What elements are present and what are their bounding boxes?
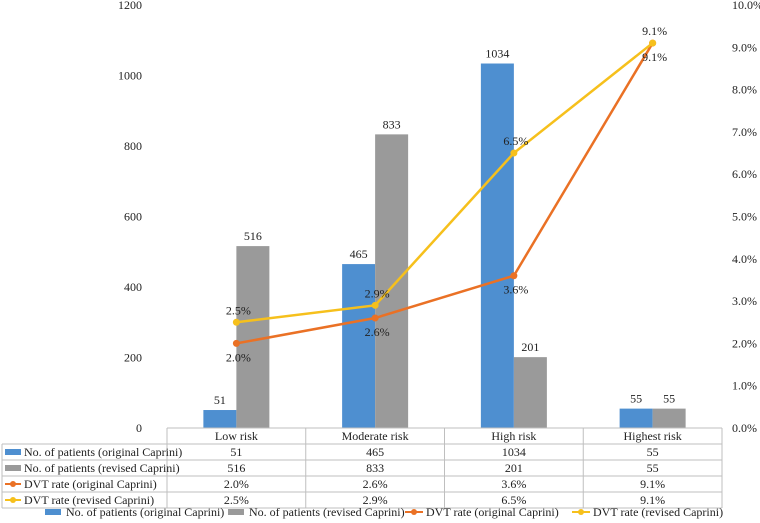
line-data-label: 9.1%: [642, 50, 667, 64]
y-right-tick-label: 6.0%: [732, 167, 757, 181]
table-cell: 2.0%: [224, 477, 249, 491]
table-cell: 6.5%: [501, 493, 526, 507]
bar-revised: [236, 246, 270, 428]
y-left-tick-label: 600: [124, 210, 142, 224]
y-left-tick-label: 800: [124, 139, 142, 153]
line-point: [649, 39, 657, 47]
line-data-label: 9.1%: [642, 24, 667, 38]
table-cell: 2.5%: [224, 493, 249, 507]
bar-original: [342, 264, 376, 428]
line-data-label: 2.9%: [365, 286, 390, 300]
table-cell: 201: [505, 461, 523, 475]
table-row-label: DVT rate (revised Caprini): [24, 493, 154, 507]
table-cell: 833: [366, 461, 384, 475]
legend-key: [228, 509, 244, 515]
legend-key: [45, 509, 61, 515]
y-left-tick-label: 0: [136, 421, 142, 435]
table-cell: 3.6%: [501, 477, 526, 491]
bar-revised: [513, 357, 547, 428]
y-right-tick-label: 1.0%: [732, 379, 757, 393]
line-point: [371, 314, 379, 322]
bar-data-label: 465: [350, 247, 368, 261]
table-cell: 9.1%: [640, 493, 665, 507]
y-left-tick-label: 1000: [118, 69, 142, 83]
line-point: [232, 318, 240, 326]
table-row-label: DVT rate (original Caprini): [24, 477, 157, 491]
line-data-label: 2.5%: [226, 303, 251, 317]
legend-key-marker: [411, 509, 417, 515]
line-dvt-original: [236, 42, 654, 345]
table-legend-key-marker: [10, 481, 16, 487]
bar-data-label: 51: [214, 393, 226, 407]
y-right-tick-label: 10.0%: [732, 0, 760, 12]
legend-label: DVT rate (revised Caprini): [593, 505, 723, 519]
table-cell: 516: [227, 461, 245, 475]
bar-original: [619, 408, 653, 428]
bar-data-label: 201: [521, 340, 539, 354]
y-right-tick-label: 4.0%: [732, 252, 757, 266]
bar-data-label: 55: [663, 392, 675, 406]
line-point: [510, 149, 518, 157]
category-label: Highest risk: [623, 429, 681, 443]
bar-data-label: 833: [383, 117, 401, 131]
y-right-tick-label: 2.0%: [732, 336, 757, 350]
y-left-tick-label: 400: [124, 280, 142, 294]
bar-revised: [652, 408, 686, 428]
category-label: Low risk: [215, 429, 258, 443]
table-legend-key: [5, 465, 21, 471]
legend-label: No. of patients (original Caprini): [66, 505, 224, 519]
category-label: High risk: [491, 429, 536, 443]
line-data-label: 3.6%: [503, 283, 528, 297]
line-data-label: 2.0%: [226, 350, 251, 364]
table-legend-key: [5, 449, 21, 455]
y-right-tick-label: 3.0%: [732, 294, 757, 308]
bar-data-label: 1034: [485, 47, 509, 61]
line-point: [510, 272, 518, 280]
line-point: [232, 339, 240, 347]
y-right-tick-label: 5.0%: [732, 210, 757, 224]
y-right-tick-label: 8.0%: [732, 83, 757, 97]
y-left-tick-label: 1200: [118, 0, 142, 12]
line-dvt-revised: [236, 42, 654, 324]
line-data-label: 6.5%: [503, 134, 528, 148]
y-right-tick-label: 0.0%: [732, 421, 757, 435]
table-row-label: No. of patients (revised Caprini): [24, 461, 180, 475]
line-point: [371, 301, 379, 309]
legend-key-marker: [578, 509, 584, 515]
bar-original: [203, 410, 237, 428]
table-cell: 55: [647, 445, 659, 459]
bar-data-label: 516: [244, 229, 262, 243]
table-row-label: No. of patients (original Caprini): [24, 445, 182, 459]
table-cell: 55: [647, 461, 659, 475]
bar-original: [480, 63, 514, 428]
bar-data-label: 55: [630, 392, 642, 406]
table-cell: 2.6%: [363, 477, 388, 491]
category-label: Moderate risk: [342, 429, 409, 443]
table-cell: 1034: [502, 445, 526, 459]
y-right-tick-label: 9.0%: [732, 40, 757, 54]
table-cell: 465: [366, 445, 384, 459]
legend-label: DVT rate (original Caprini): [426, 505, 559, 519]
legend-label: No. of patients (revised Caprini): [249, 505, 405, 519]
y-right-tick-label: 7.0%: [732, 125, 757, 139]
table-cell: 2.9%: [363, 493, 388, 507]
line-data-label: 2.6%: [365, 325, 390, 339]
y-left-tick-label: 200: [124, 351, 142, 365]
table-cell: 9.1%: [640, 477, 665, 491]
table-cell: 51: [230, 445, 242, 459]
bar-revised: [375, 134, 409, 428]
table-legend-key-marker: [10, 497, 16, 503]
